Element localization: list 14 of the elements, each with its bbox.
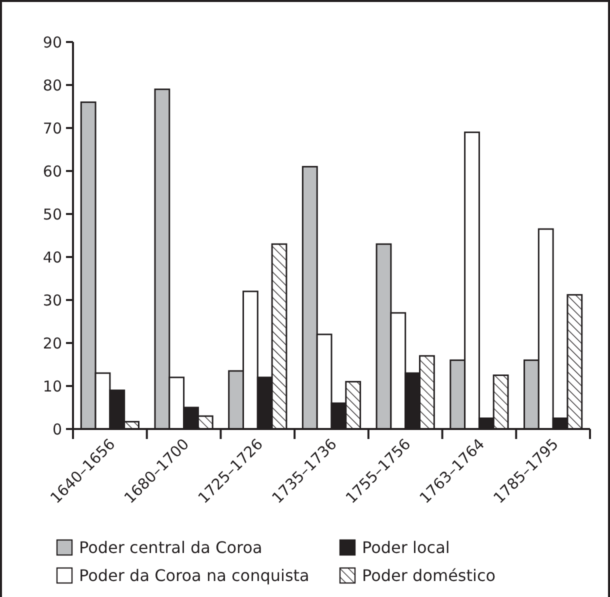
y-tick-label: 20 <box>42 334 62 352</box>
y-tick-label: 60 <box>42 162 62 180</box>
legend-label: Poder central da Coroa <box>79 538 262 557</box>
y-tick-label: 70 <box>42 119 62 138</box>
y-tick-label: 30 <box>42 291 62 310</box>
y-tick-label: 40 <box>42 248 62 266</box>
y-tick-label: 90 <box>42 33 62 52</box>
legend-label: Poder doméstico <box>362 566 496 585</box>
y-tick-label: 10 <box>42 377 62 396</box>
y-tick-label: 80 <box>42 76 62 94</box>
legend-label: Poder local <box>362 538 450 557</box>
y-tick-label: 50 <box>42 205 62 224</box>
y-tick-label: 0 <box>52 420 62 438</box>
legend-label: Poder da Coroa na conquista <box>79 566 310 585</box>
